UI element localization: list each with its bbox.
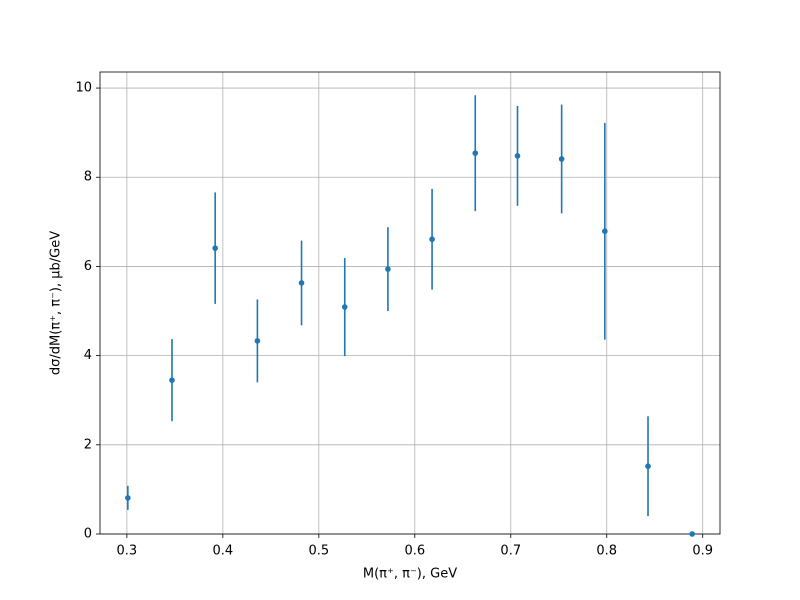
x-tick-label: 0.9 [692, 544, 713, 559]
x-tick-label: 0.4 [213, 544, 234, 559]
x-tick-label: 0.5 [308, 544, 329, 559]
point [385, 266, 391, 272]
point [429, 236, 435, 243]
y-tick-label: 8 [84, 170, 92, 185]
point [514, 153, 521, 159]
point [298, 280, 305, 286]
y-tick-label: 0 [84, 527, 92, 542]
plot-frame [99, 71, 721, 535]
point [472, 150, 479, 156]
y-tick-label: 4 [84, 348, 92, 363]
x-tick-label: 0.7 [500, 544, 521, 559]
point [689, 531, 695, 537]
y-tick-label: 6 [84, 259, 92, 274]
point [645, 463, 651, 470]
point [602, 228, 608, 235]
point [212, 245, 218, 251]
point [558, 156, 565, 162]
point [341, 304, 348, 310]
x-tick-label: 0.8 [596, 544, 617, 559]
y-tick-label: 2 [84, 437, 92, 452]
x-axis-label: M(π⁺, π⁻), GeV [363, 567, 457, 582]
point [254, 338, 261, 344]
y-axis-label: dσ/dM(π⁺, π⁻), μb/GeV [49, 231, 64, 375]
point [169, 377, 175, 383]
x-tick-label: 0.3 [117, 544, 138, 559]
x-tick-label: 0.6 [404, 544, 425, 559]
point [125, 495, 131, 501]
y-tick-label: 10 [75, 81, 92, 96]
